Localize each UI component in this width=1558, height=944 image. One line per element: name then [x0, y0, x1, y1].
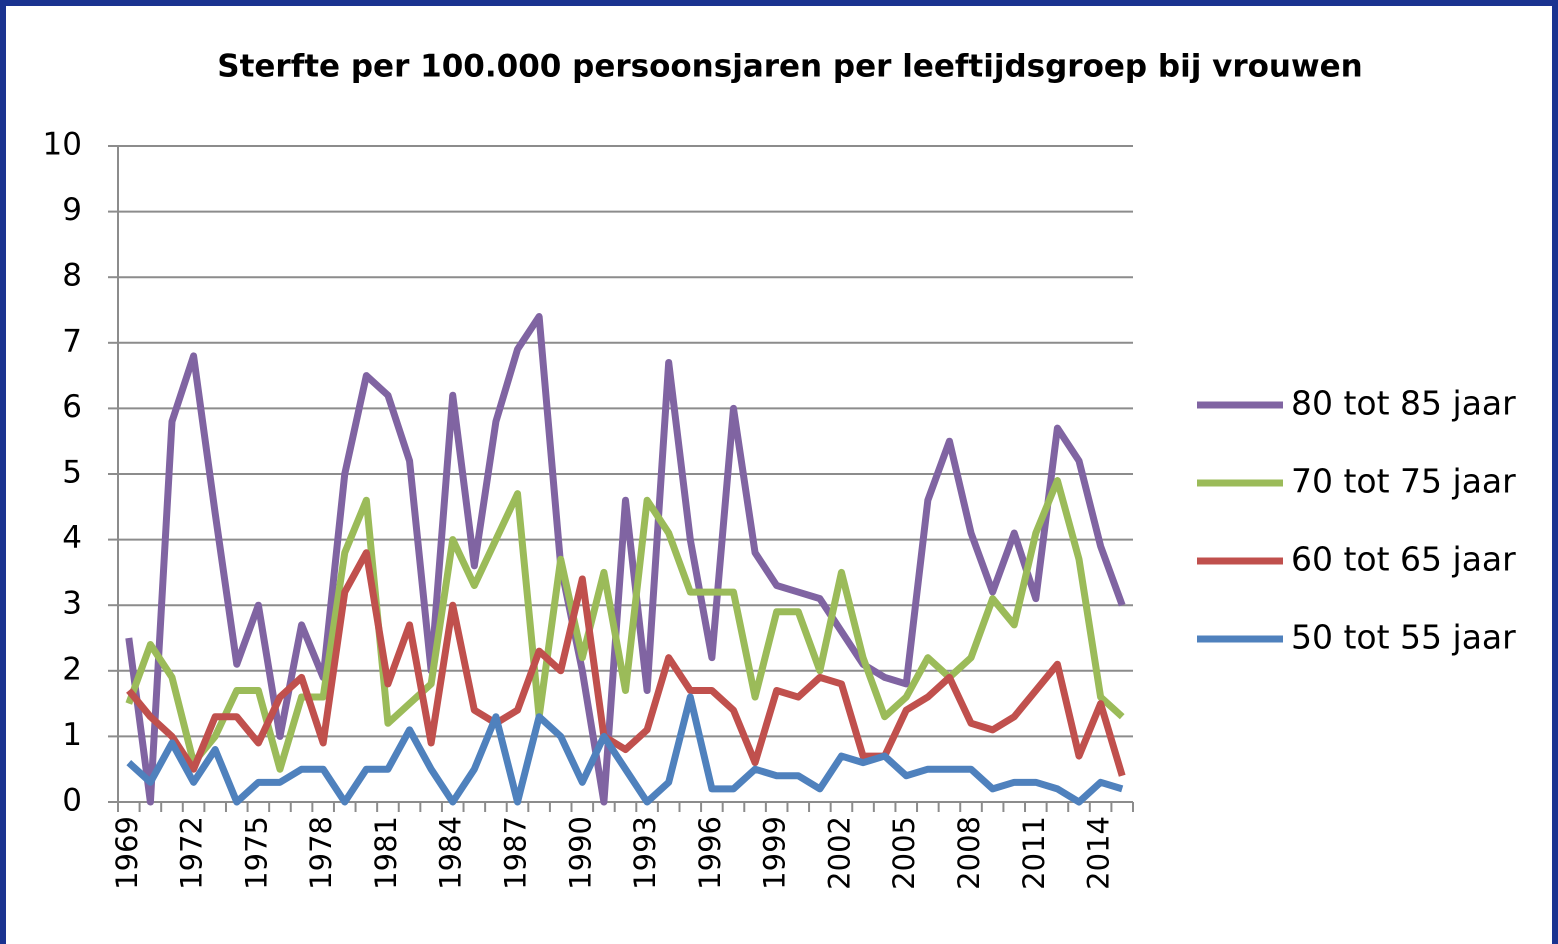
y-tick-label: 3: [62, 586, 82, 622]
x-tick-label: 1981: [369, 816, 403, 890]
series-line: [126, 549, 1126, 777]
x-tick-label: 2008: [952, 816, 986, 890]
chart: Sterfte per 100.000 persoonsjaren per le…: [43, 49, 1517, 890]
x-tick-label: 1996: [693, 816, 727, 890]
x-tick-label: 2005: [887, 816, 921, 890]
x-tick-label: 1987: [499, 816, 533, 890]
x-tick-label: 1993: [628, 816, 662, 890]
legend-label: 70 tot 75 jaar: [1291, 462, 1516, 501]
chart-title: Sterfte per 100.000 persoonsjaren per le…: [217, 49, 1362, 85]
y-tick-label: 9: [62, 192, 82, 228]
x-tick-label: 2002: [822, 816, 856, 890]
y-tick-label: 6: [62, 389, 82, 425]
chart-area: Sterfte per 100.000 persoonsjaren per le…: [6, 6, 1552, 944]
x-tick-label: 1972: [175, 816, 209, 890]
x-tick-label: 2011: [1017, 816, 1051, 890]
x-tick-label: 1975: [239, 816, 273, 890]
legend-label: 60 tot 65 jaar: [1291, 540, 1516, 579]
y-tick-label: 2: [62, 651, 82, 687]
series-line: [125, 313, 1126, 806]
x-tick-label: 1978: [304, 816, 338, 890]
y-tick-label: 7: [62, 323, 82, 359]
x-tick-label: 1999: [758, 816, 792, 890]
legend-label: 50 tot 55 jaar: [1291, 618, 1516, 657]
y-tick-label: 5: [62, 455, 82, 491]
legend-label: 80 tot 85 jaar: [1291, 384, 1516, 423]
x-tick-label: 1990: [563, 816, 597, 890]
y-tick-label: 8: [62, 258, 82, 294]
y-tick-label: 10: [43, 127, 82, 163]
series-line: [126, 693, 1124, 806]
y-tick-label: 1: [62, 717, 82, 753]
series-line: [125, 477, 1125, 773]
x-tick-label: 1984: [434, 816, 468, 890]
y-tick-label: 0: [62, 783, 82, 819]
y-tick-label: 4: [62, 520, 82, 556]
x-tick-label: 2014: [1082, 816, 1116, 890]
x-tick-label: 1969: [110, 816, 144, 890]
